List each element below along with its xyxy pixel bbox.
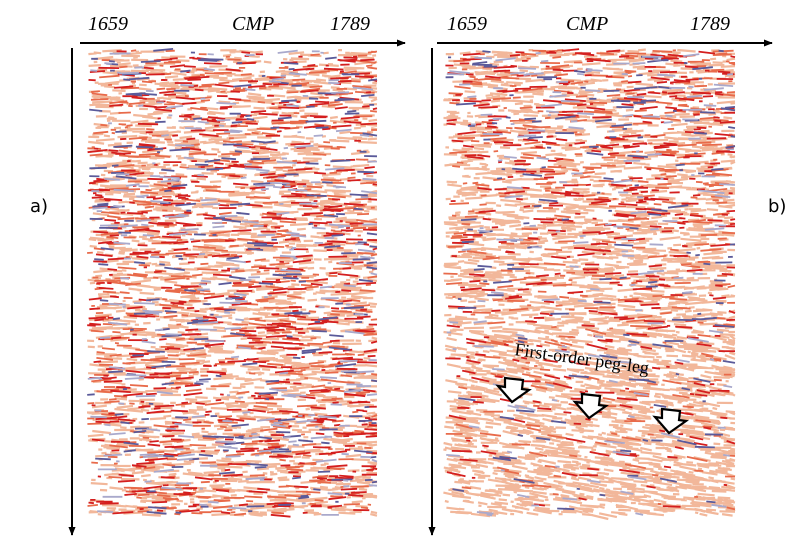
seismic-section-a xyxy=(86,48,378,518)
annotation-arrows xyxy=(495,376,689,435)
seismic-section-b xyxy=(443,48,736,521)
axis-start-label: 1659 xyxy=(447,13,487,35)
axis-end-label: 1789 xyxy=(690,13,730,35)
axis-title: CMP xyxy=(566,13,608,35)
seismic-streaks xyxy=(446,51,736,517)
arrow xyxy=(652,407,689,435)
arrow xyxy=(572,392,609,420)
axis-title: CMP xyxy=(232,13,274,35)
seismic-streaks xyxy=(87,49,378,516)
axis-end-label: 1789 xyxy=(330,13,370,35)
arrow xyxy=(495,376,532,404)
seismic-streaks xyxy=(87,49,378,516)
seismic-streaks xyxy=(87,48,378,515)
panel-label: a) xyxy=(30,196,48,217)
panel-label: b) xyxy=(768,196,786,217)
axis-start-label: 1659 xyxy=(88,13,128,35)
